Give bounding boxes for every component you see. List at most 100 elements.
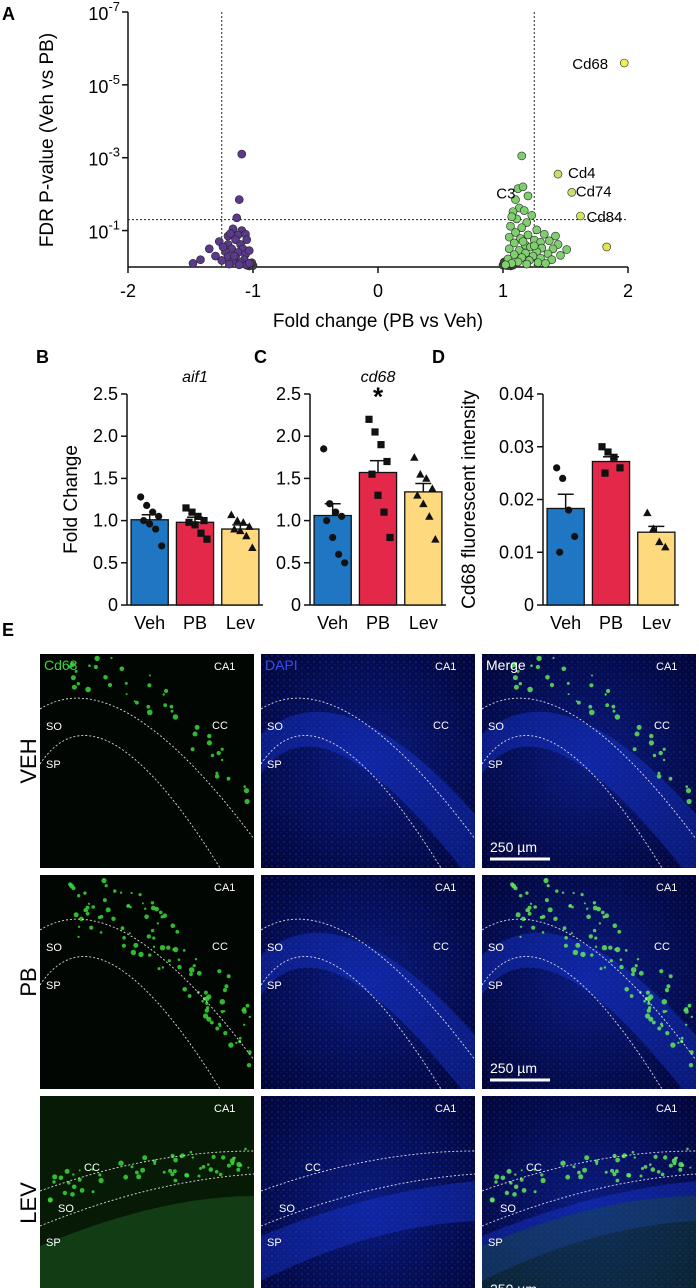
cd68-positive-cell	[619, 964, 624, 970]
region-label-cc: CC	[654, 941, 670, 953]
micrograph-veh-dapi: CA1 CC SO SP DAPI	[260, 654, 476, 869]
cd68-positive-cell	[648, 740, 655, 746]
data-point-lev	[410, 453, 419, 461]
cd68-positive-cell	[540, 1177, 546, 1184]
cd68-positive-cell	[203, 1013, 209, 1019]
cd68-positive-cell	[685, 788, 692, 794]
cd68-positive-cell	[663, 1155, 668, 1160]
cd68-positive-cell	[191, 1156, 194, 1159]
data-point-lev	[649, 524, 658, 532]
data-point-lev	[422, 474, 431, 482]
cd68-positive-cell	[188, 967, 195, 973]
region-label-so: SO	[46, 942, 62, 954]
bar-pb	[591, 460, 631, 606]
region-label-ca1: CA1	[656, 1103, 677, 1115]
cd68-positive-cell	[220, 758, 224, 762]
region-label-cc: CC	[212, 720, 228, 732]
cd68-positive-cell	[504, 1190, 510, 1196]
cd68-positive-cell	[148, 953, 152, 957]
bar-chart-cd68-intensity: 0 0.01 0.02 0.03 0.04 Veh PB Lev Cd68 fluorescen…	[459, 384, 679, 633]
cd68-positive-cell	[173, 1178, 178, 1183]
cd68-positive-cell	[615, 1178, 620, 1183]
volcano-point-down	[244, 246, 254, 255]
cd68-positive-cell	[152, 945, 156, 948]
data-point-pb	[386, 533, 394, 542]
micrograph-pb-merge: CA1 CC SO SP 250 µm	[481, 875, 697, 1090]
cd68-positive-cell	[604, 1170, 608, 1174]
cd68-positive-cell	[561, 891, 565, 894]
cd68-positive-cell	[525, 891, 529, 895]
data-point-pb	[377, 441, 385, 449]
cd68-positive-cell	[173, 1157, 179, 1163]
volcano-gene-label-cd4: Cd4	[568, 165, 596, 182]
volcano-point-cd68	[619, 58, 629, 68]
volcano-point-down	[234, 195, 244, 204]
micrograph-stratum-band	[261, 1181, 475, 1281]
cd68-positive-cell	[530, 664, 533, 667]
cd68-positive-cell	[555, 889, 559, 893]
micrograph-pb-cd68: CA1 CC SO SP	[39, 875, 255, 1090]
volcano-x-tick-label: -1	[245, 281, 261, 301]
bar-x-tick-label: Lev	[642, 613, 671, 633]
region-label-sp: SP	[488, 1237, 503, 1249]
volcano-y-tick-exp: -7	[108, 0, 120, 14]
region-label-sp: SP	[267, 759, 282, 771]
region-label-cc: CC	[212, 941, 228, 953]
volcano-point-down	[224, 259, 234, 269]
region-boundary	[39, 735, 221, 869]
volcano-gene-label-cd84: Cd84	[587, 209, 623, 226]
bar-x-tick-label: Veh	[134, 613, 165, 633]
volcano-point-up	[548, 244, 558, 254]
data-point-pb	[610, 453, 618, 461]
cd68-positive-cell	[111, 916, 116, 921]
cd68-positive-cell	[214, 774, 220, 779]
cd68-positive-cell	[207, 1163, 210, 1166]
data-point-lev	[431, 534, 440, 543]
cd68-positive-cell	[236, 1161, 242, 1168]
bar-y-tick-label: 0	[524, 595, 534, 615]
data-point-pb	[374, 491, 382, 499]
cd68-positive-cell	[133, 700, 136, 703]
cd68-positive-cell	[646, 1008, 651, 1013]
cd68-positive-cell	[668, 776, 673, 781]
cd68-positive-cell	[513, 1184, 519, 1190]
data-point-lev	[413, 491, 422, 499]
cd68-positive-cell	[167, 959, 171, 963]
bar-y-tick-label: 1.5	[276, 468, 301, 488]
cd68-positive-cell	[603, 966, 607, 969]
bar-x-tick-label: PB	[599, 613, 623, 633]
cd68-positive-cell	[124, 681, 128, 685]
cd68-positive-cell	[140, 1167, 146, 1173]
cd68-positive-cell	[76, 682, 81, 686]
cd68-positive-cell	[89, 925, 94, 930]
region-label-cc: CC	[433, 941, 449, 953]
cd68-positive-cell	[540, 1173, 544, 1177]
cd68-positive-cell	[624, 987, 629, 992]
cd68-positive-cell	[164, 688, 169, 694]
cd68-positive-cell	[184, 1173, 189, 1178]
cd68-positive-cell	[142, 1155, 148, 1161]
data-point-pb	[380, 508, 388, 516]
cd68-positive-cell	[650, 1167, 656, 1172]
cd68-positive-cell	[511, 883, 517, 889]
region-label-cc: CC	[84, 1162, 100, 1174]
cd68-positive-cell	[87, 902, 91, 905]
cd68-positive-cell	[177, 958, 181, 961]
volcano-point-up	[522, 218, 532, 227]
bar-chart-aif1: 0 0.5 1.0 1.5 2.0 2.5 Veh PB Lev aif1 Fold Change	[61, 369, 263, 633]
cd68-positive-cell	[648, 1006, 652, 1010]
volcano-point-down	[218, 242, 228, 252]
cd68-positive-cell	[157, 967, 161, 971]
significance-star: *	[373, 381, 384, 411]
region-boundary	[39, 918, 255, 1061]
cd68-positive-cell	[624, 949, 628, 952]
cd68-positive-cell	[172, 714, 179, 720]
cd68-positive-cell	[519, 894, 523, 898]
data-point-lev	[227, 510, 236, 519]
cd68-positive-cell	[590, 953, 594, 957]
cd68-positive-cell	[533, 1190, 537, 1194]
cd68-positive-cell	[643, 999, 646, 1003]
cd68-positive-cell	[589, 683, 594, 688]
cd68-positive-cell	[536, 655, 542, 662]
cd68-positive-cell	[135, 1170, 139, 1175]
